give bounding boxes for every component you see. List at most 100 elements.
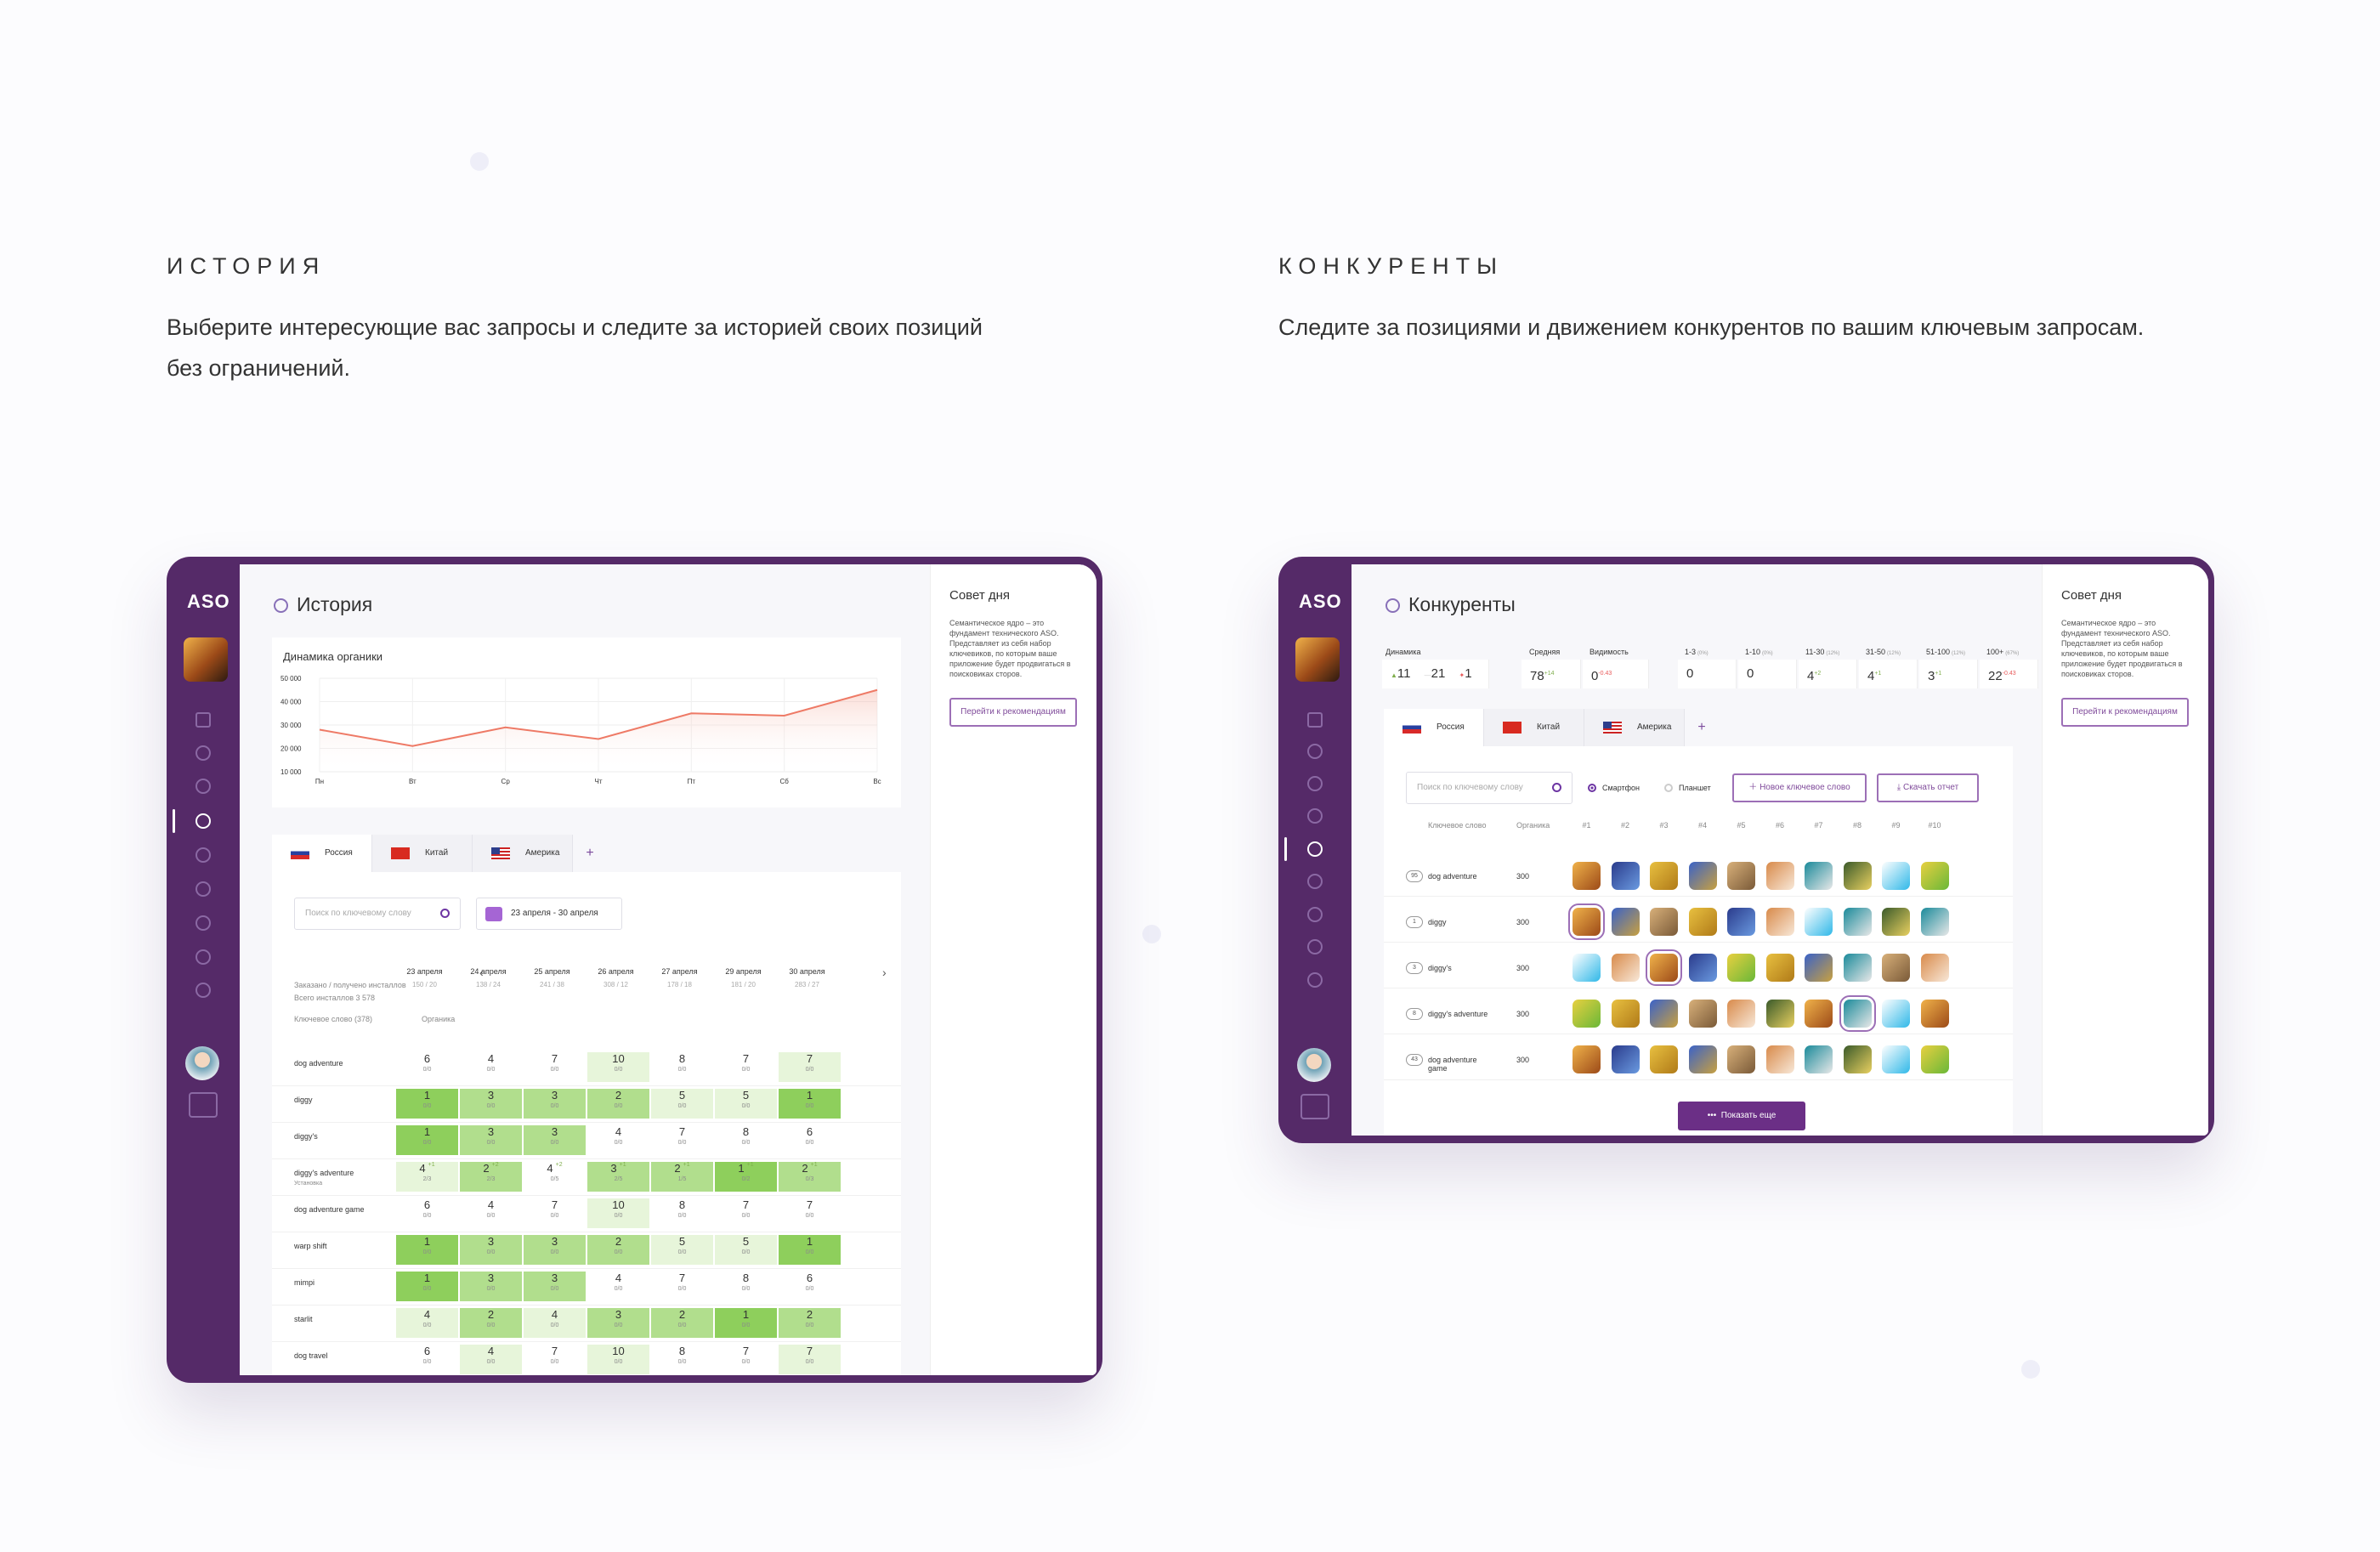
database-icon[interactable] [196, 712, 211, 728]
date-column-header[interactable]: 24 апреля [470, 967, 507, 976]
competitor-app-icon[interactable] [1650, 1045, 1678, 1073]
position-cell[interactable]: 7 0/0 [715, 1345, 777, 1374]
position-cell[interactable]: 6 0/0 [779, 1125, 841, 1155]
date-range-picker[interactable]: 23 апреля - 30 апреля [476, 898, 622, 930]
competitor-app-icon[interactable] [1727, 1045, 1755, 1073]
competitor-app-icon[interactable] [1805, 1000, 1833, 1028]
position-cell[interactable]: 8 0/0 [651, 1345, 713, 1374]
position-cell[interactable]: 4 0/0 [460, 1198, 522, 1228]
user-avatar[interactable] [185, 1046, 219, 1080]
trend-icon[interactable] [1307, 744, 1323, 759]
search-competitors-icon[interactable] [196, 847, 211, 863]
position-cell[interactable]: 4 0/0 [460, 1052, 522, 1082]
position-cell[interactable]: 3 0/0 [524, 1125, 586, 1155]
position-cell[interactable]: 4 0/0 [587, 1125, 649, 1155]
position-cell[interactable]: 6 0/0 [779, 1272, 841, 1301]
position-cell[interactable]: 2 +1 1/5 [651, 1162, 713, 1192]
tablet-radio[interactable]: Планшет [1664, 784, 1711, 792]
new-keyword-button[interactable]: ＋ Новое ключевое слово [1732, 773, 1867, 802]
position-cell[interactable]: 7 0/0 [651, 1272, 713, 1301]
date-column-header[interactable]: 27 апреля [661, 967, 698, 976]
position-cell[interactable]: 5 0/0 [715, 1089, 777, 1119]
position-cell[interactable]: 8 0/0 [651, 1052, 713, 1082]
recommendations-button[interactable]: Перейти к рекомендациям [2061, 698, 2189, 727]
download-report-button[interactable]: ⤓ Скачать отчет [1877, 773, 1979, 802]
table-row[interactable] [272, 1195, 901, 1196]
position-cell[interactable]: 7 0/0 [524, 1345, 586, 1374]
position-cell[interactable]: 7 0/0 [715, 1198, 777, 1228]
position-cell[interactable]: 6 0/0 [396, 1052, 458, 1082]
app-avatar[interactable] [1295, 637, 1340, 682]
position-cell[interactable]: 4 +2 0/5 [524, 1162, 586, 1192]
table-row[interactable] [272, 1305, 901, 1306]
position-cell[interactable]: 2 0/0 [460, 1308, 522, 1338]
competitor-app-icon[interactable] [1646, 949, 1682, 986]
organic-column-header[interactable]: Органика [1516, 821, 1550, 830]
table-row[interactable] [272, 1341, 901, 1342]
position-cell[interactable]: 1 0/0 [396, 1089, 458, 1119]
competitor-app-icon[interactable] [1765, 908, 1794, 936]
table-row[interactable] [1384, 896, 2013, 897]
app-switch-icon[interactable] [189, 1092, 218, 1118]
position-cell[interactable]: 7 0/0 [779, 1345, 841, 1374]
position-cell[interactable]: 4 0/0 [460, 1345, 522, 1374]
date-column-header[interactable]: 26 апреля [598, 967, 634, 976]
competitor-app-icon[interactable] [1611, 862, 1640, 890]
position-cell[interactable]: 2 0/0 [651, 1308, 713, 1338]
position-cell[interactable]: 2 +2 2/3 [460, 1162, 522, 1192]
competitor-app-icon[interactable] [1843, 954, 1872, 982]
compass-icon[interactable] [196, 915, 211, 931]
position-cell[interactable]: 7 0/0 [779, 1052, 841, 1082]
position-cell[interactable]: 7 0/0 [651, 1125, 713, 1155]
position-cell[interactable]: 3 0/0 [460, 1125, 522, 1155]
database-icon[interactable] [1307, 712, 1323, 728]
competitor-app-icon[interactable] [1920, 1045, 1949, 1073]
position-cell[interactable]: 3 +1 2/5 [587, 1162, 649, 1192]
add-tab-button[interactable]: + [586, 846, 594, 860]
position-cell[interactable]: 10 0/0 [587, 1052, 649, 1082]
position-cell[interactable]: 10 0/0 [587, 1198, 649, 1228]
date-column-header[interactable]: 29 апреля [725, 967, 762, 976]
settings-icon[interactable] [196, 983, 211, 998]
competitor-app-icon[interactable] [1572, 1045, 1601, 1073]
position-cell[interactable]: 1 0/0 [396, 1125, 458, 1155]
date-column-header[interactable]: 23 апреля [406, 967, 443, 976]
competitor-app-icon[interactable] [1611, 1000, 1640, 1028]
position-cell[interactable]: 10 0/0 [587, 1345, 649, 1374]
position-cell[interactable]: 8 0/0 [715, 1125, 777, 1155]
position-cell[interactable]: 8 0/0 [715, 1272, 777, 1301]
position-cell[interactable]: 1 +1 0/2 [715, 1162, 777, 1192]
prev-dates-arrow[interactable]: ‹ [479, 966, 484, 979]
position-cell[interactable]: 3 0/0 [460, 1089, 522, 1119]
add-tab-button[interactable]: + [1697, 720, 1706, 734]
competitor-app-icon[interactable] [1882, 954, 1910, 982]
tab-cn[interactable]: Китай [1484, 709, 1584, 746]
chat-icon[interactable] [196, 881, 211, 897]
search-input[interactable]: Поиск по ключевому слову [1406, 772, 1572, 804]
position-cell[interactable]: 6 0/0 [396, 1345, 458, 1374]
competitor-app-icon[interactable] [1650, 1000, 1678, 1028]
competitor-app-icon[interactable] [1843, 1045, 1872, 1073]
competitor-app-icon[interactable] [1688, 954, 1717, 982]
smartphone-radio[interactable]: Смартфон [1588, 784, 1640, 792]
table-row[interactable] [272, 1158, 901, 1159]
competitor-app-icon[interactable] [1611, 954, 1640, 982]
competitor-app-icon[interactable] [1839, 995, 1876, 1032]
position-cell[interactable]: 7 0/0 [524, 1198, 586, 1228]
competitor-app-icon[interactable] [1920, 862, 1949, 890]
position-cell[interactable]: 5 0/0 [651, 1235, 713, 1265]
competitor-app-icon[interactable] [1843, 908, 1872, 936]
tab-ru[interactable]: Россия [272, 835, 372, 872]
competitor-app-icon[interactable] [1727, 1000, 1755, 1028]
position-cell[interactable]: 1 0/0 [779, 1235, 841, 1265]
competitor-app-icon[interactable] [1568, 903, 1605, 940]
competitor-app-icon[interactable] [1650, 862, 1678, 890]
competitor-app-icon[interactable] [1572, 1000, 1601, 1028]
position-cell[interactable]: 3 0/0 [460, 1272, 522, 1301]
tab-ru[interactable]: Россия [1384, 709, 1484, 746]
competitor-app-icon[interactable] [1843, 862, 1872, 890]
competitor-app-icon[interactable] [1882, 1045, 1910, 1073]
trend-icon[interactable] [196, 745, 211, 761]
help-icon[interactable] [196, 949, 211, 965]
app-switch-icon[interactable] [1300, 1094, 1329, 1119]
